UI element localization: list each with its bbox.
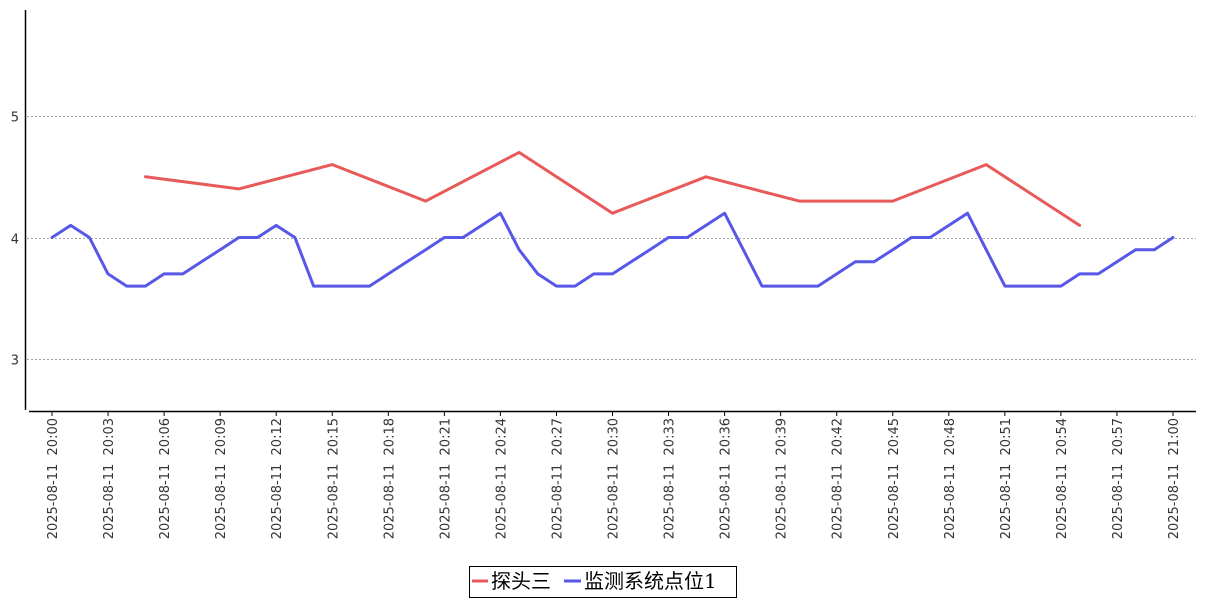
x-tick-label: 2025-08-11 20:12 [270, 418, 285, 539]
x-tick-label: 2025-08-11 20:57 [1111, 418, 1126, 539]
x-tick-label: 2025-08-11 20:06 [158, 418, 173, 539]
x-tick-label: 2025-08-11 20:48 [943, 418, 958, 539]
x-tick-label: 2025-08-11 20:27 [550, 418, 565, 539]
legend-label-1: 探头三 [491, 569, 551, 593]
x-tick-label: 2025-08-11 20:42 [831, 418, 846, 539]
series-line-2 [50, 211, 1175, 288]
x-tick-label: 2025-08-11 20:09 [214, 418, 229, 539]
x-axis-ticks: 2025-08-11 20:00 2025-08-11 20:03 2025-08-… [46, 412, 1182, 539]
x-tick-label: 2025-08-11 20:03 [102, 418, 117, 539]
series-line-1 [143, 150, 1082, 227]
legend-label-2: 监测系统点位1 [584, 569, 717, 593]
y-tick-label: 5 [11, 111, 19, 126]
x-tick-label: 2025-08-11 20:33 [663, 418, 678, 539]
x-tick-label: 2025-08-11 20:21 [438, 418, 453, 539]
x-tick-label: 2025-08-11 20:30 [607, 418, 622, 539]
legend-box [469, 566, 737, 598]
x-tick-label: 2025-08-11 20:54 [1055, 418, 1070, 539]
x-tick-label: 2025-08-11 20:18 [382, 418, 397, 539]
x-tick-label: 2025-08-11 20:24 [494, 418, 509, 539]
series-group [50, 150, 1175, 288]
x-tick-label: 2025-08-11 20:51 [999, 418, 1014, 539]
y-tick-label: 3 [11, 354, 19, 369]
x-tick-label: 2025-08-11 20:00 [46, 418, 61, 539]
y-axis-ticks: 3 4 5 [11, 111, 19, 369]
legend[interactable]: 探头三 监测系统点位1 [469, 566, 737, 598]
gridlines [27, 116, 1196, 360]
x-tick-label: 2025-08-11 21:00 [1167, 418, 1182, 539]
x-tick-label: 2025-08-11 20:36 [719, 418, 734, 539]
x-tick-label: 2025-08-11 20:45 [887, 418, 902, 539]
x-tick-label: 2025-08-11 20:15 [326, 418, 341, 539]
x-tick-label: 2025-08-11 20:39 [775, 418, 790, 539]
y-tick-label: 4 [11, 233, 19, 248]
